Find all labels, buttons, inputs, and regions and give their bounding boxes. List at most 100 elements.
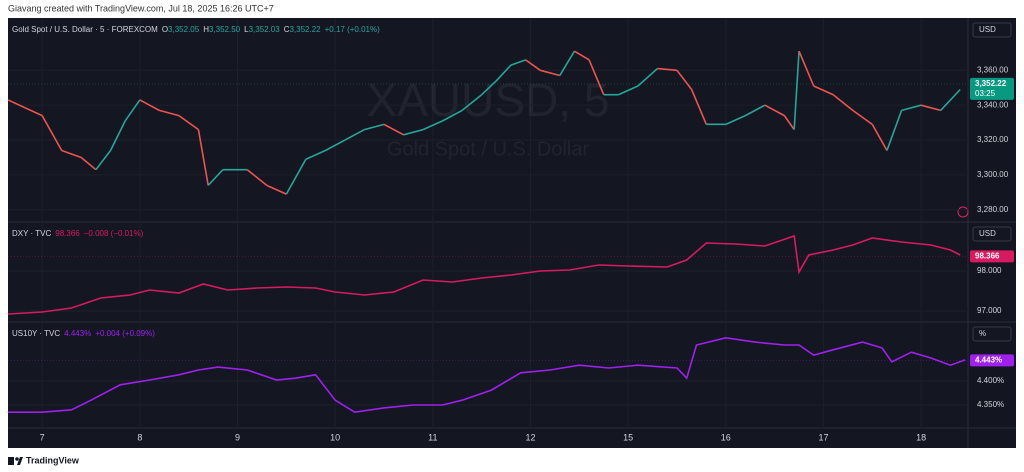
price-segment: [197, 129, 209, 186]
price-segment: [637, 67, 658, 87]
price-segment: [559, 50, 576, 76]
x-tick-label: 7: [40, 432, 45, 442]
ohlc-value: 3,352.22: [289, 25, 321, 34]
legend-value: 4.443%: [64, 329, 91, 338]
price-segment: [344, 128, 365, 141]
price-segment: [540, 69, 560, 77]
watermark: XAUUSD, 5: [367, 74, 610, 126]
legend-title: Gold Spot / U.S. Dollar · 5 · FOREXCOM: [12, 25, 158, 34]
last-price-label: 98.366: [975, 251, 1000, 260]
price-segment: [764, 104, 785, 117]
price-segment: [95, 150, 112, 171]
legend-title: US10Y · TVC: [12, 329, 60, 338]
legend-title: DXY · TVC: [12, 229, 51, 238]
price-segment: [461, 94, 483, 112]
y-tick-label: 98.000: [977, 266, 1002, 275]
x-tick-label: 17: [818, 432, 828, 442]
price-segment: [422, 120, 443, 131]
y-tick-label: 4.350%: [977, 400, 1004, 409]
last-price-label: 4.443%: [975, 355, 1002, 364]
chart-background: [8, 18, 1016, 448]
x-tick-label: 12: [525, 432, 535, 442]
x-tick-label: 15: [623, 432, 633, 442]
price-segment: [80, 156, 97, 171]
price-segment: [886, 110, 903, 151]
price-segment: [618, 85, 639, 96]
price-segment: [588, 59, 605, 96]
price-segment: [285, 158, 307, 195]
price-segment: [383, 123, 404, 136]
price-segment: [525, 59, 541, 71]
last-price-tag: [970, 354, 1014, 367]
footer-brand: TradingView: [26, 455, 80, 465]
series-line: [7, 234, 961, 315]
price-segment: [159, 109, 180, 117]
legend: DXY · TVC 98.366 −0.008 (−0.01%): [12, 229, 144, 238]
logo: [8, 457, 23, 465]
price-segment: [832, 94, 854, 112]
price-segment: [793, 51, 800, 130]
series-line: [8, 336, 966, 414]
y-tick-label: 3,300.00: [977, 170, 1009, 179]
legend: US10Y · TVC 4.443% +0.004 (+0.09%): [12, 329, 155, 338]
last-price-tag: [970, 77, 1014, 100]
price-segment: [813, 85, 834, 96]
y-tick-label: 3,320.00: [977, 135, 1009, 144]
price-segment: [495, 64, 512, 82]
alert-icon: [957, 206, 969, 218]
legend-change: +0.17 (+0.01%): [325, 25, 380, 34]
price-segment: [109, 120, 126, 151]
price-segment: [657, 67, 678, 72]
ohlc-value: 3,352.03: [249, 25, 281, 34]
price-segment: [798, 50, 815, 87]
price-segment: [676, 69, 693, 90]
price-segment: [305, 149, 326, 160]
price-segment: [403, 128, 424, 136]
ohlc-key: H: [203, 25, 209, 34]
currency-label: %: [979, 329, 986, 338]
ohlc-value: 3,352.05: [168, 25, 200, 34]
price-segment: [41, 115, 63, 151]
y-tick-label: 4.400%: [977, 376, 1004, 385]
countdown: 03:25: [975, 89, 996, 98]
ohlc-key: O: [162, 25, 168, 34]
legend-change: +0.004 (+0.09%): [95, 329, 155, 338]
price-segment: [481, 80, 497, 96]
y-tick-label: 3,340.00: [977, 100, 1009, 109]
price-segment: [940, 88, 961, 111]
currency-label: USD: [979, 229, 996, 238]
price-segment: [725, 114, 746, 126]
price-segment: [871, 123, 888, 151]
price-segment: [124, 99, 141, 122]
price-segment: [510, 59, 526, 66]
x-tick-label: 11: [428, 432, 437, 442]
price-segment: [920, 104, 941, 112]
legend-change: −0.008 (−0.01%): [84, 229, 144, 238]
x-tick-label: 10: [330, 432, 340, 442]
price-segment: [744, 104, 766, 117]
price-segment: [442, 109, 463, 122]
currency-box: [972, 226, 1012, 242]
last-price-label: 3,352.22: [975, 79, 1007, 88]
legend: Gold Spot / U.S. Dollar · 5 · FOREXCOM O3…: [12, 25, 380, 34]
ohlc-value: 3,352.50: [209, 25, 241, 34]
price-segment: [207, 169, 224, 186]
price-segment: [139, 99, 160, 112]
y-tick-label: 97.000: [977, 306, 1002, 315]
price-segment: [178, 114, 199, 131]
header: Giavang created with TradingView.com, Ju…: [8, 3, 274, 13]
price-segment: [266, 184, 287, 195]
price-segment: [325, 139, 346, 152]
price-segment: [901, 104, 922, 112]
legend-value: 98.366: [55, 229, 80, 238]
last-price-tag: [970, 250, 1014, 263]
x-tick-label: 18: [916, 432, 926, 442]
x-tick-label: 8: [137, 432, 142, 442]
price-segment: [852, 109, 873, 126]
currency-box: [972, 22, 1012, 38]
ohlc-key: L: [244, 25, 249, 34]
price-segment: [364, 123, 385, 131]
x-tick-label: 9: [235, 432, 240, 442]
price-segment: [7, 99, 43, 117]
y-tick-label: 3,280.00: [977, 205, 1009, 214]
